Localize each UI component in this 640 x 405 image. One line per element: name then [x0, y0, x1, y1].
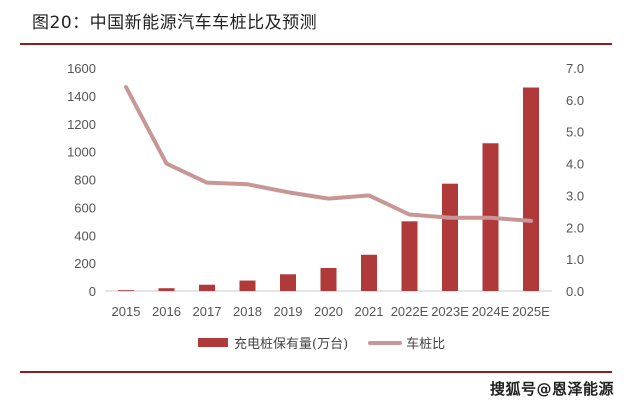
left-tick-label: 800: [74, 173, 96, 188]
right-y-axis: 0.0 1.0 2.0 3.0 4.0 5.0 6.0 7.0: [566, 61, 584, 299]
chart-title: 图20：中国新能源汽车车桩比及预测: [32, 13, 318, 33]
x-tick-label: 2024E: [472, 304, 510, 319]
right-tick-label: 5.0: [566, 125, 584, 140]
bar-2019: [280, 274, 296, 291]
x-tick-label: 2021: [355, 304, 384, 319]
right-tick-label: 4.0: [566, 157, 584, 172]
top-divider: [20, 43, 612, 45]
bar-2018: [239, 280, 256, 291]
right-tick-label: 0.0: [566, 284, 584, 299]
left-tick-label: 1400: [67, 89, 96, 104]
legend-line-label: 车桩比: [406, 337, 446, 352]
x-tick-label: 2017: [193, 304, 222, 319]
legend-bar-label: 充电桩保有量(万台): [234, 337, 349, 352]
left-tick-label: 1200: [67, 117, 96, 132]
line-series: [124, 85, 533, 223]
legend: 充电桩保有量(万台) 车桩比: [198, 333, 465, 352]
bar-2021: [361, 254, 377, 291]
bottom-divider: [20, 371, 612, 373]
legend-item-bar: 充电桩保有量(万台): [198, 333, 348, 352]
x-tick-label: 2016: [152, 304, 181, 319]
right-tick-label: 6.0: [566, 93, 584, 108]
bar-2025E: [523, 87, 539, 291]
bar-series: [118, 87, 539, 291]
line-swatch-icon: [368, 340, 403, 345]
left-y-axis: 0 200 400 600 800 1000 1200 1400 1600: [67, 61, 96, 299]
watermark: 搜狐号@恩泽能源: [489, 380, 614, 398]
bar-2017: [199, 284, 215, 291]
left-tick-label: 1000: [67, 145, 96, 160]
x-tick-label: 2025E: [512, 304, 550, 319]
legend-item-line: 车桩比: [368, 333, 445, 352]
right-tick-label: 7.0: [566, 61, 584, 76]
right-tick-label: 2.0: [566, 220, 584, 235]
left-tick-label: 0: [89, 284, 96, 299]
bar-2023E: [442, 183, 458, 291]
bar-2015: [118, 290, 134, 291]
x-tick-label: 2015: [112, 304, 141, 319]
right-tick-label: 1.0: [566, 252, 584, 267]
x-tick-label: 2018: [233, 304, 262, 319]
x-tick-label: 2019: [274, 304, 303, 319]
x-axis-labels: 2015 2016 2017 2018 2019 2020 2021 2022E 2023E 20…: [112, 304, 551, 319]
left-tick-label: 400: [74, 228, 96, 243]
right-tick-label: 3.0: [566, 188, 584, 203]
bar-2016: [158, 288, 175, 291]
bar-2022E: [401, 221, 418, 291]
bar-swatch-icon: [198, 338, 228, 347]
x-tick-label: 2020: [314, 304, 343, 319]
x-tick-label: 2022E: [391, 304, 429, 319]
bar-2020: [320, 268, 337, 291]
x-tick-label: 2023E: [431, 304, 469, 319]
left-tick-label: 1600: [67, 61, 96, 76]
left-tick-label: 600: [74, 200, 96, 215]
left-tick-label: 200: [74, 256, 96, 271]
